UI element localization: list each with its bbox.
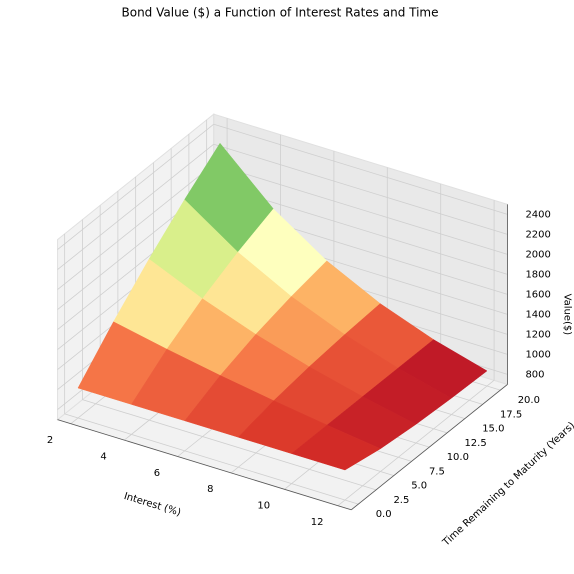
x-tick-label: 12 [311, 517, 324, 528]
z-tick-label: 1600 [525, 289, 550, 300]
grid-line [64, 413, 359, 505]
z-tick-label: 1400 [525, 309, 550, 320]
axis-line [57, 419, 352, 511]
grid-line [213, 143, 508, 235]
axis-line [350, 384, 508, 511]
y-tick-label: 12.5 [464, 438, 486, 449]
y-tick-label: 5.0 [411, 481, 427, 492]
y-tick-label: 0.0 [376, 509, 392, 520]
z-tick-label: 2400 [525, 209, 550, 220]
y-tick-label: 2.5 [393, 495, 409, 506]
z-tick-label: 2200 [525, 229, 550, 240]
grid-line [82, 399, 377, 491]
z-tick-label: 2000 [525, 249, 550, 260]
z-tick-label: 1200 [525, 329, 550, 340]
z-tick-label: 1000 [525, 349, 550, 360]
surface-cell [291, 424, 382, 471]
x-tick-label: 10 [257, 501, 270, 512]
y-tick-label: 10.0 [447, 452, 469, 463]
y-tick-label: 7.5 [429, 466, 445, 477]
x-tick-label: 4 [100, 451, 106, 462]
y-tick-label: 17.5 [500, 409, 522, 420]
x-tick-label: 8 [207, 484, 213, 495]
grid-line [213, 123, 508, 215]
x-tick-label: 6 [154, 468, 160, 479]
z-tick-label: 800 [525, 369, 544, 380]
grid-line [57, 163, 215, 290]
z-tick-label: 1800 [525, 269, 550, 280]
grid-line [213, 163, 508, 255]
grid-line [57, 143, 215, 270]
x-tick-label: 2 [47, 435, 53, 446]
chart-title: Bond Value ($) a Function of Interest Ra… [122, 6, 439, 20]
z-axis-label: Value($) [561, 294, 572, 336]
y-tick-label: 15.0 [482, 424, 504, 435]
y-tick-label: 20.0 [518, 395, 540, 406]
grid-line [57, 123, 215, 250]
